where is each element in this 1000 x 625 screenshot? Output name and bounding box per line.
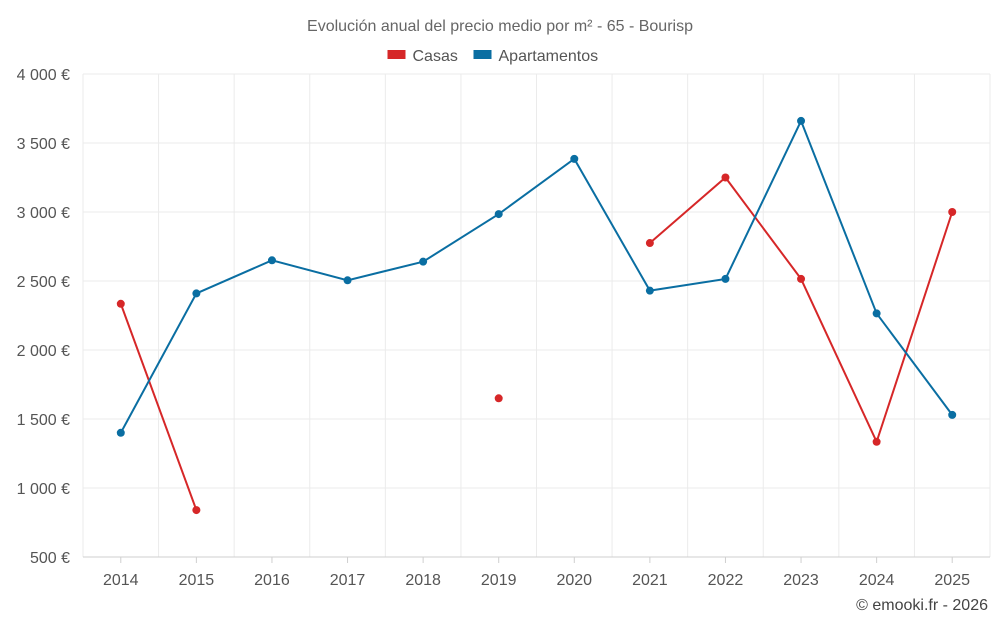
x-tick-label: 2016 <box>254 572 290 589</box>
data-point-casas[interactable] <box>872 437 881 446</box>
legend-label-casas[interactable]: Casas <box>413 48 458 65</box>
data-point-apartamentos[interactable] <box>419 257 428 266</box>
x-tick-label: 2019 <box>481 572 517 589</box>
x-tick-label: 2024 <box>859 572 895 589</box>
series-line-casas <box>649 176 954 445</box>
credit-text: © emooki.fr - 2026 <box>856 597 988 614</box>
legend-swatch-casas[interactable] <box>387 50 406 59</box>
x-tick-label: 2015 <box>179 572 215 589</box>
series-line-apartamentos <box>119 118 954 434</box>
y-tick-label: 3 000 € <box>17 205 70 222</box>
legend[interactable]: Casas Apartamentos <box>387 48 599 65</box>
x-axis: 2014 2015 2016 2017 2018 2019 2020 2021 2022 2023… <box>83 556 990 589</box>
series-line-casas <box>119 303 198 511</box>
data-point-casas[interactable] <box>192 506 201 515</box>
y-tick-label: 1 500 € <box>17 412 70 429</box>
data-point-apartamentos[interactable] <box>192 289 201 298</box>
data-point-casas[interactable] <box>645 239 654 248</box>
x-tick-label: 2025 <box>934 572 970 589</box>
data-point-casas[interactable] <box>494 394 503 403</box>
data-point-apartamentos[interactable] <box>645 286 654 295</box>
data-point-apartamentos[interactable] <box>570 154 579 163</box>
data-point-apartamentos[interactable] <box>721 274 730 283</box>
y-tick-label: 500 € <box>30 550 70 567</box>
gridlines <box>82 73 991 557</box>
y-tick-label: 2 500 € <box>17 274 70 291</box>
x-tick-label: 2022 <box>708 572 744 589</box>
legend-swatch-apartamentos[interactable] <box>473 50 492 59</box>
data-point-casas[interactable] <box>116 299 125 308</box>
data-point-apartamentos[interactable] <box>797 116 806 125</box>
y-axis: 500 € 1 000 € 1 500 € 2 000 € 2 500 € 3 000 €… <box>17 67 70 567</box>
data-point-apartamentos[interactable] <box>343 276 352 285</box>
legend-label-apartamentos[interactable]: Apartamentos <box>499 48 599 65</box>
series-layer <box>116 116 957 515</box>
x-tick-label: 2017 <box>330 572 366 589</box>
data-point-casas[interactable] <box>721 173 730 182</box>
data-point-apartamentos[interactable] <box>872 309 881 318</box>
y-tick-label: 4 000 € <box>17 67 70 84</box>
y-tick-label: 2 000 € <box>17 343 70 360</box>
data-point-apartamentos[interactable] <box>494 210 503 219</box>
x-tick-label: 2023 <box>783 572 819 589</box>
data-point-casas[interactable] <box>948 208 957 216</box>
data-point-casas[interactable] <box>797 274 806 283</box>
data-point-apartamentos[interactable] <box>267 256 276 265</box>
x-tick-label: 2021 <box>632 572 668 589</box>
x-tick-label: 2018 <box>405 572 441 589</box>
data-point-apartamentos[interactable] <box>116 428 125 437</box>
data-point-apartamentos[interactable] <box>948 410 957 419</box>
x-tick-label: 2020 <box>556 572 592 589</box>
y-tick-label: 3 500 € <box>17 136 70 153</box>
y-tick-label: 1 000 € <box>17 481 70 498</box>
x-tick-label: 2014 <box>103 572 139 589</box>
chart-title: Evolución anual del precio medio por m² … <box>307 18 693 35</box>
